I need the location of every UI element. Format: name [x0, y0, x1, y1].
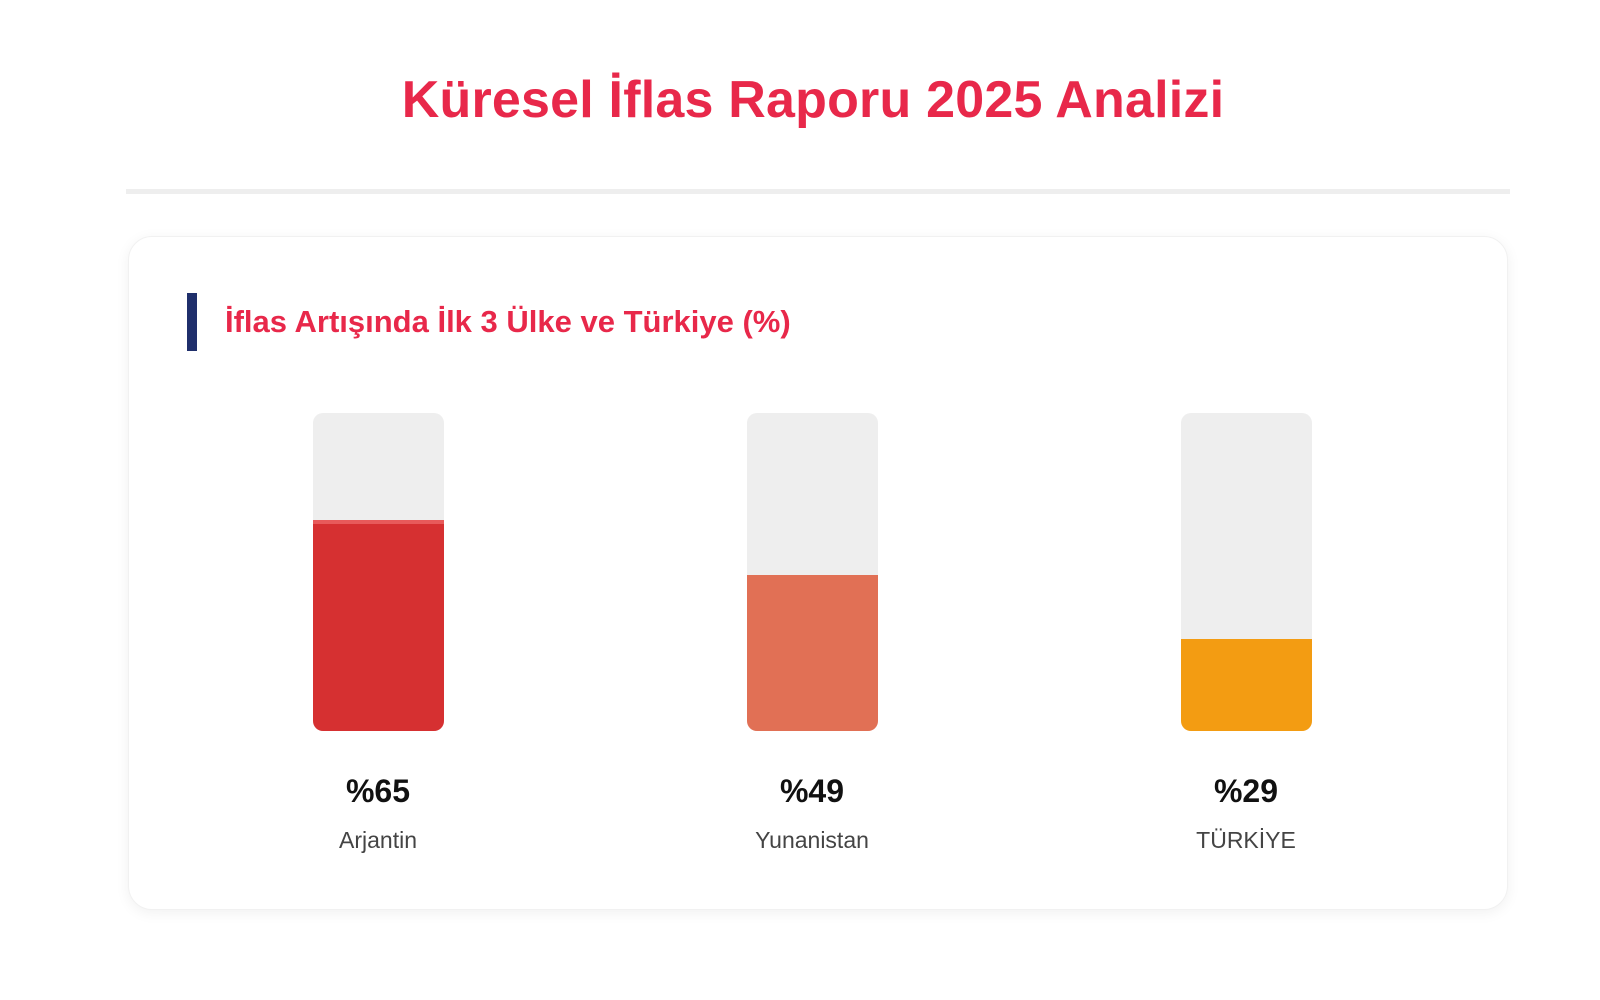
- bar-column-arjantin: %65 Arjantin: [228, 413, 528, 855]
- bar-column-turkiye: %29 TÜRKİYE: [1096, 413, 1396, 855]
- heading-accent-bar: [187, 293, 197, 351]
- bar-yunanistan: [746, 575, 878, 731]
- chart-heading: İflas Artışında İlk 3 Ülke ve Türkiye (%…: [187, 293, 791, 351]
- bar-label-arjantin: Arjantin: [339, 827, 417, 853]
- bar-turkiye: [1180, 638, 1312, 731]
- bar-label-yunanistan: Yunanistan: [755, 827, 869, 853]
- bar-value-yunanistan: %49: [779, 773, 845, 809]
- bar-arjantin: [312, 520, 444, 731]
- bar-label-turkiye: TÜRKİYE: [1196, 827, 1296, 853]
- bar-column-yunanistan: %49 Yunanistan: [662, 413, 962, 855]
- bar-track: [746, 413, 878, 731]
- bar-track: [1180, 413, 1312, 731]
- chart-title: İflas Artışında İlk 3 Ülke ve Türkiye (%…: [225, 304, 791, 339]
- bar-track: [312, 413, 444, 731]
- chart-card: İflas Artışında İlk 3 Ülke ve Türkiye (%…: [128, 236, 1508, 910]
- title-divider: [126, 189, 1510, 194]
- page-title: Küresel İflas Raporu 2025 Analizi: [401, 71, 1225, 129]
- bar-value-arjantin: %65: [345, 773, 411, 809]
- bar-value-turkiye: %29: [1213, 773, 1279, 809]
